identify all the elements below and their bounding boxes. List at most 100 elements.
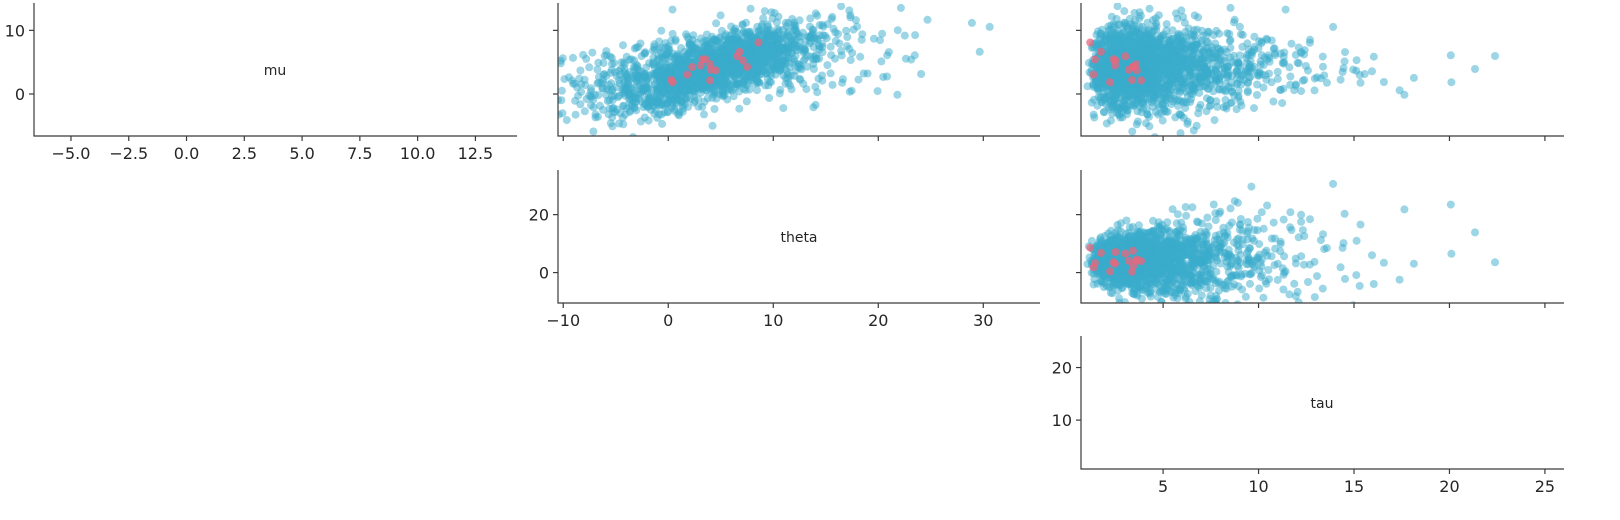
sample-point — [1190, 61, 1198, 69]
sample-point — [608, 87, 616, 95]
x-tick-label: 5.0 — [289, 144, 314, 163]
sample-point — [1236, 75, 1244, 83]
sample-point — [1250, 33, 1258, 41]
sample-point — [542, 127, 550, 135]
sample-point — [619, 41, 627, 49]
divergence-point — [1106, 78, 1114, 86]
sample-point — [821, 32, 829, 40]
sample-point — [632, 106, 640, 114]
sample-point — [829, 81, 837, 89]
sample-point — [790, 72, 798, 80]
sample-point — [1158, 32, 1166, 40]
sample-point — [1329, 23, 1337, 31]
sample-point — [818, 72, 826, 80]
sample-point — [1288, 40, 1296, 48]
sample-point — [858, 36, 866, 44]
sample-point — [1304, 278, 1312, 286]
sample-point — [1183, 311, 1191, 319]
sample-point — [894, 26, 902, 34]
sample-point — [625, 77, 633, 85]
sample-point — [620, 83, 628, 91]
sample-point — [1114, 21, 1122, 29]
sample-point — [715, 54, 723, 62]
sample-point — [911, 51, 919, 59]
sample-point — [1124, 102, 1132, 110]
divergence-point — [1090, 71, 1098, 79]
sample-point — [709, 122, 717, 130]
sample-point — [678, 97, 686, 105]
diag-label-theta: theta — [780, 230, 817, 246]
sample-point — [537, 117, 545, 125]
sample-point — [877, 57, 885, 65]
sample-point — [1175, 34, 1183, 42]
sample-point — [629, 133, 637, 141]
sample-point — [577, 88, 585, 96]
sample-point — [1227, 304, 1235, 312]
sample-point — [525, 102, 533, 110]
sample-point — [1299, 77, 1307, 85]
sample-point — [1353, 56, 1361, 64]
sample-point — [883, 73, 891, 81]
sample-point — [801, 45, 809, 53]
sample-point — [543, 61, 551, 69]
sample-point — [1234, 310, 1242, 318]
sample-point — [779, 58, 787, 66]
sample-point — [1447, 250, 1455, 258]
sample-point — [1268, 78, 1276, 86]
scatter-theta-vs-mu — [232, 2, 1127, 150]
sample-point — [827, 51, 835, 59]
sample-point — [1106, 42, 1114, 50]
sample-point — [643, 83, 651, 91]
sample-point — [855, 76, 863, 84]
sample-point — [1162, 95, 1170, 103]
sample-point — [885, 48, 893, 56]
sample-point — [488, 76, 496, 84]
divergence-point — [1112, 56, 1120, 64]
sample-point — [1155, 11, 1163, 19]
sample-point — [1145, 122, 1153, 130]
sample-point — [1123, 23, 1131, 31]
sample-point — [591, 91, 599, 99]
sample-point — [1294, 59, 1302, 67]
x-tick-label: 10 — [763, 311, 783, 330]
sample-point — [1188, 44, 1196, 52]
scatter-tau-vs-mu — [1084, 2, 1620, 150]
sample-point — [572, 111, 580, 119]
sample-point — [585, 63, 593, 71]
sample-point — [782, 74, 790, 82]
sample-point — [754, 78, 762, 86]
sample-point — [657, 27, 665, 35]
sample-point — [563, 116, 571, 124]
sample-point — [845, 45, 853, 53]
divergence-point — [1097, 48, 1105, 56]
divergence-point — [706, 76, 714, 84]
sample-point — [1268, 235, 1276, 243]
sample-point — [802, 37, 810, 45]
sample-point — [569, 54, 577, 62]
sample-point — [1313, 272, 1321, 280]
sample-point — [530, 103, 538, 111]
divergence-point — [755, 39, 763, 47]
sample-point — [806, 23, 814, 31]
sample-point — [641, 48, 649, 56]
sample-point — [1253, 91, 1261, 99]
sample-point — [779, 43, 787, 51]
sample-point — [1178, 78, 1186, 86]
sample-point — [1223, 63, 1231, 71]
sample-point — [1244, 87, 1252, 95]
sample-point — [924, 16, 932, 24]
sample-point — [1141, 88, 1149, 96]
diag-label-tau: tau — [1311, 396, 1334, 412]
sample-point — [609, 105, 617, 113]
sample-point — [637, 118, 645, 126]
sample-point — [560, 75, 568, 83]
sample-point — [640, 71, 648, 79]
sample-point — [631, 83, 639, 91]
sample-point — [1151, 133, 1159, 141]
sample-point — [1139, 99, 1147, 107]
sample-point — [559, 109, 567, 117]
sample-point — [583, 95, 591, 103]
sample-point — [1172, 46, 1180, 54]
divergence-point — [702, 55, 710, 63]
sample-point — [1113, 109, 1121, 117]
